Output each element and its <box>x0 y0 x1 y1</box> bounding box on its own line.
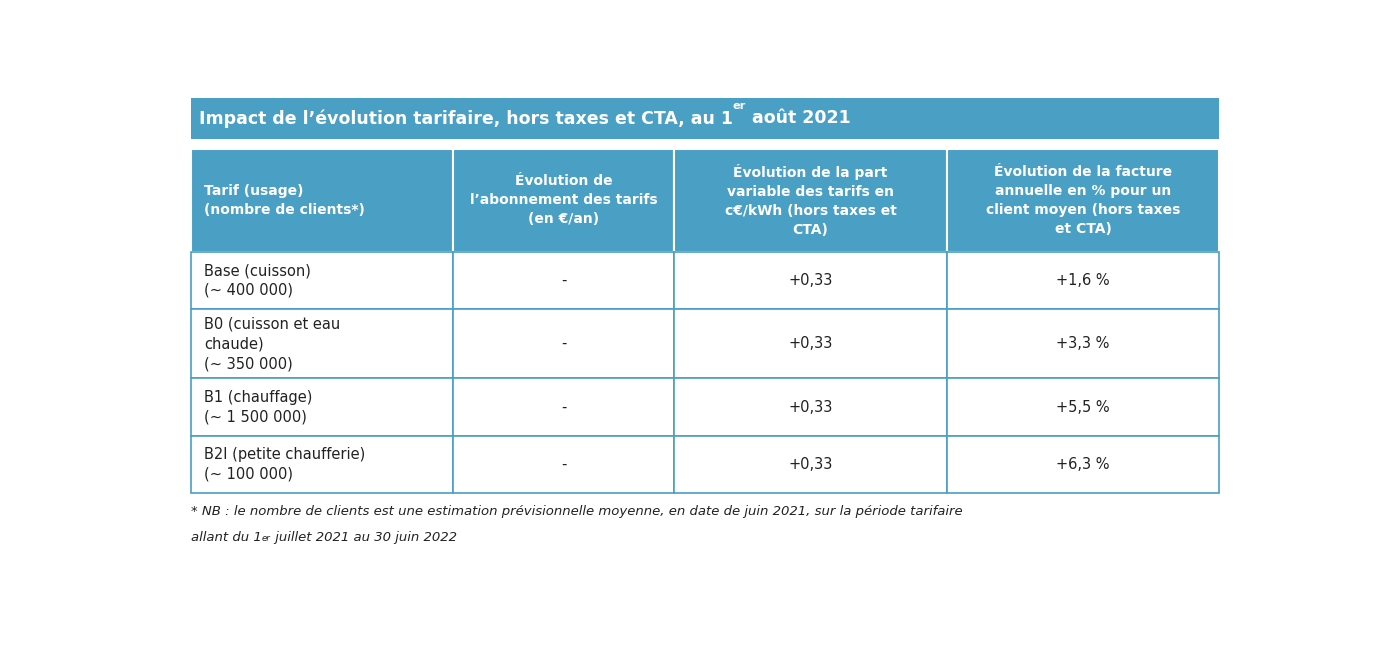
Bar <box>674 309 947 378</box>
Bar <box>674 149 947 252</box>
Bar <box>453 309 674 378</box>
Bar <box>947 309 1219 378</box>
Bar <box>947 436 1219 494</box>
Bar <box>191 252 453 309</box>
Text: Évolution de la part
variable des tarifs en
c€/kWh (hors taxes et
CTA): Évolution de la part variable des tarifs… <box>725 164 897 237</box>
Text: juillet 2021 au 30 juin 2022: juillet 2021 au 30 juin 2022 <box>271 531 457 544</box>
Text: +3,3 %: +3,3 % <box>1057 336 1109 351</box>
Text: +0,33: +0,33 <box>788 336 832 351</box>
Bar <box>191 309 453 378</box>
Text: +5,5 %: +5,5 % <box>1057 400 1110 415</box>
Bar <box>674 436 947 494</box>
Bar <box>453 378 674 436</box>
Bar <box>191 149 453 252</box>
Text: +6,3 %: +6,3 % <box>1057 457 1109 472</box>
Text: B1 (chauffage)
(∼ 1 500 000): B1 (chauffage) (∼ 1 500 000) <box>204 390 312 424</box>
Bar <box>453 252 674 309</box>
Text: -: - <box>561 457 567 472</box>
Bar <box>947 149 1219 252</box>
Text: Impact de l’évolution tarifaire, hors taxes et CTA, au 1: Impact de l’évolution tarifaire, hors ta… <box>198 109 732 128</box>
Text: B2I (petite chaufferie)
(∼ 100 000): B2I (petite chaufferie) (∼ 100 000) <box>204 447 365 482</box>
Text: -: - <box>561 400 567 415</box>
Text: +1,6 %: +1,6 % <box>1057 273 1110 288</box>
Text: -: - <box>561 273 567 288</box>
Bar <box>191 378 453 436</box>
Bar <box>453 436 674 494</box>
Text: +0,33: +0,33 <box>788 273 832 288</box>
Text: +0,33: +0,33 <box>788 400 832 415</box>
Text: B0 (cuisson et eau
chaude)
(∼ 350 000): B0 (cuisson et eau chaude) (∼ 350 000) <box>204 316 340 371</box>
Bar <box>947 252 1219 309</box>
Text: * NB : le nombre de clients est une estimation prévisionnelle moyenne, en date d: * NB : le nombre de clients est une esti… <box>191 505 963 517</box>
Bar <box>947 378 1219 436</box>
Bar <box>191 98 1219 139</box>
Bar <box>674 378 947 436</box>
Text: +0,33: +0,33 <box>788 457 832 472</box>
Text: Tarif (usage)
(nombre de clients*): Tarif (usage) (nombre de clients*) <box>204 184 365 217</box>
Text: allant du 1: allant du 1 <box>191 531 261 544</box>
Text: Évolution de la facture
annuelle en % pour un
client moyen (hors taxes
et CTA): Évolution de la facture annuelle en % po… <box>985 165 1181 236</box>
Text: -: - <box>561 336 567 351</box>
Bar <box>674 252 947 309</box>
Text: er: er <box>732 101 746 111</box>
Text: er: er <box>261 534 271 543</box>
Text: Base (cuisson)
(∼ 400 000): Base (cuisson) (∼ 400 000) <box>204 263 311 298</box>
Bar <box>191 436 453 494</box>
Text: Évolution de
l’abonnement des tarifs
(en €/an): Évolution de l’abonnement des tarifs (en… <box>471 174 658 226</box>
Text: août 2021: août 2021 <box>746 109 850 127</box>
Bar <box>453 149 674 252</box>
